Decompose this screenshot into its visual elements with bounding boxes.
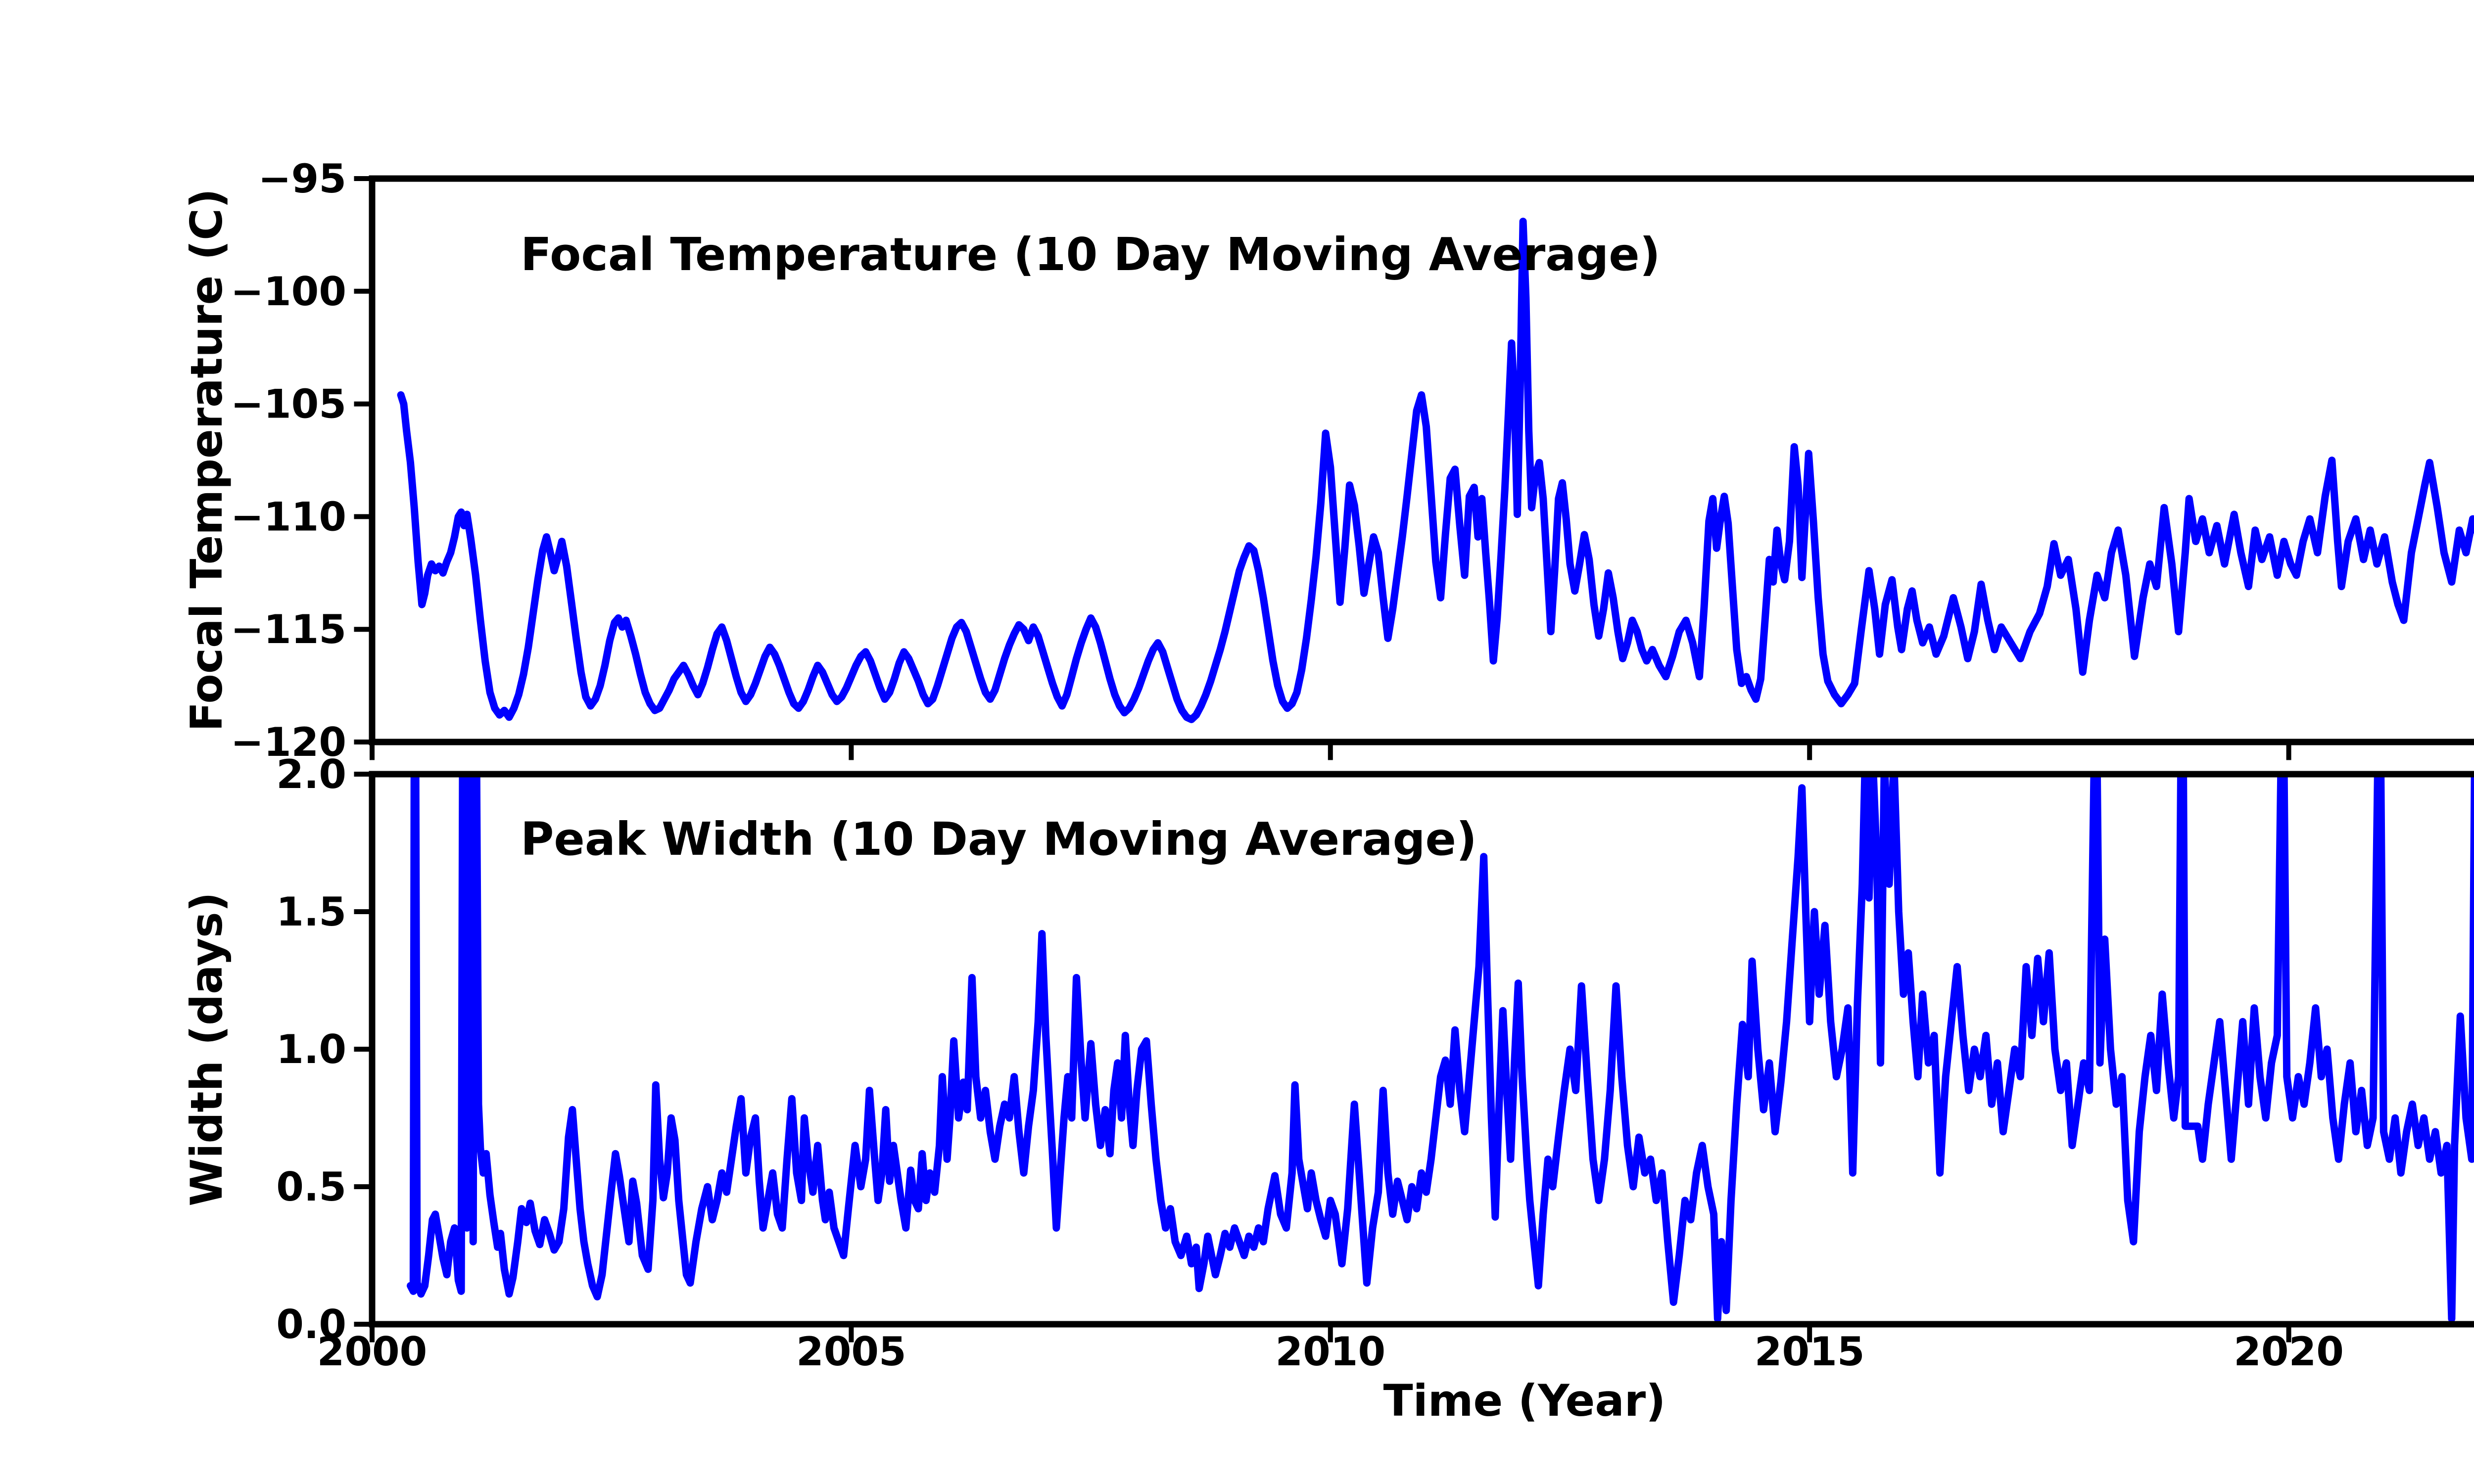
bottom-y-axis-label: Width (days)	[181, 892, 232, 1206]
panel-spine	[369, 175, 2474, 745]
y-tick-label: 0.0	[276, 1301, 346, 1347]
top-panel-title: Focal Temperature (10 Day Moving Average…	[521, 228, 1661, 281]
x-tick-label: 2020	[2234, 1329, 2344, 1375]
y-tick-label: 1.5	[276, 889, 346, 935]
focal-temperature-line	[397, 218, 2474, 723]
top-y-axis-label: Focal Temperature (C)	[181, 188, 232, 732]
y-tick-label: −115	[231, 606, 346, 652]
y-tick-label: 1.0	[276, 1026, 346, 1072]
x-tick-label: 2010	[1275, 1329, 1385, 1375]
x-tick-label: 2000	[317, 1329, 428, 1375]
x-axis-label: Time (Year)	[1383, 1375, 1666, 1426]
y-tick-label: −105	[231, 381, 346, 427]
y-tick-label: 2.0	[276, 751, 346, 797]
peak-width-line	[407, 774, 2474, 1323]
y-tick-label: −120	[231, 719, 346, 765]
y-tick-label: −95	[258, 156, 346, 202]
top-panel: −95 −100 −105 −110 −115 −120	[231, 156, 2474, 765]
y-tick-label: −100	[231, 269, 346, 315]
x-tick-label: 2015	[1755, 1329, 1865, 1375]
y-tick-label: 0.5	[276, 1164, 346, 1210]
bottom-panel: 2000 2005 2010 2015 2020 2.0 1.5 1.0 0.5 0.0	[276, 751, 2474, 1375]
y-tick-label: −110	[231, 494, 346, 540]
x-tick-label: 2005	[796, 1329, 906, 1375]
panel-spine	[369, 771, 2474, 1328]
bottom-panel-title: Peak Width (10 Day Moving Average)	[521, 813, 1477, 866]
